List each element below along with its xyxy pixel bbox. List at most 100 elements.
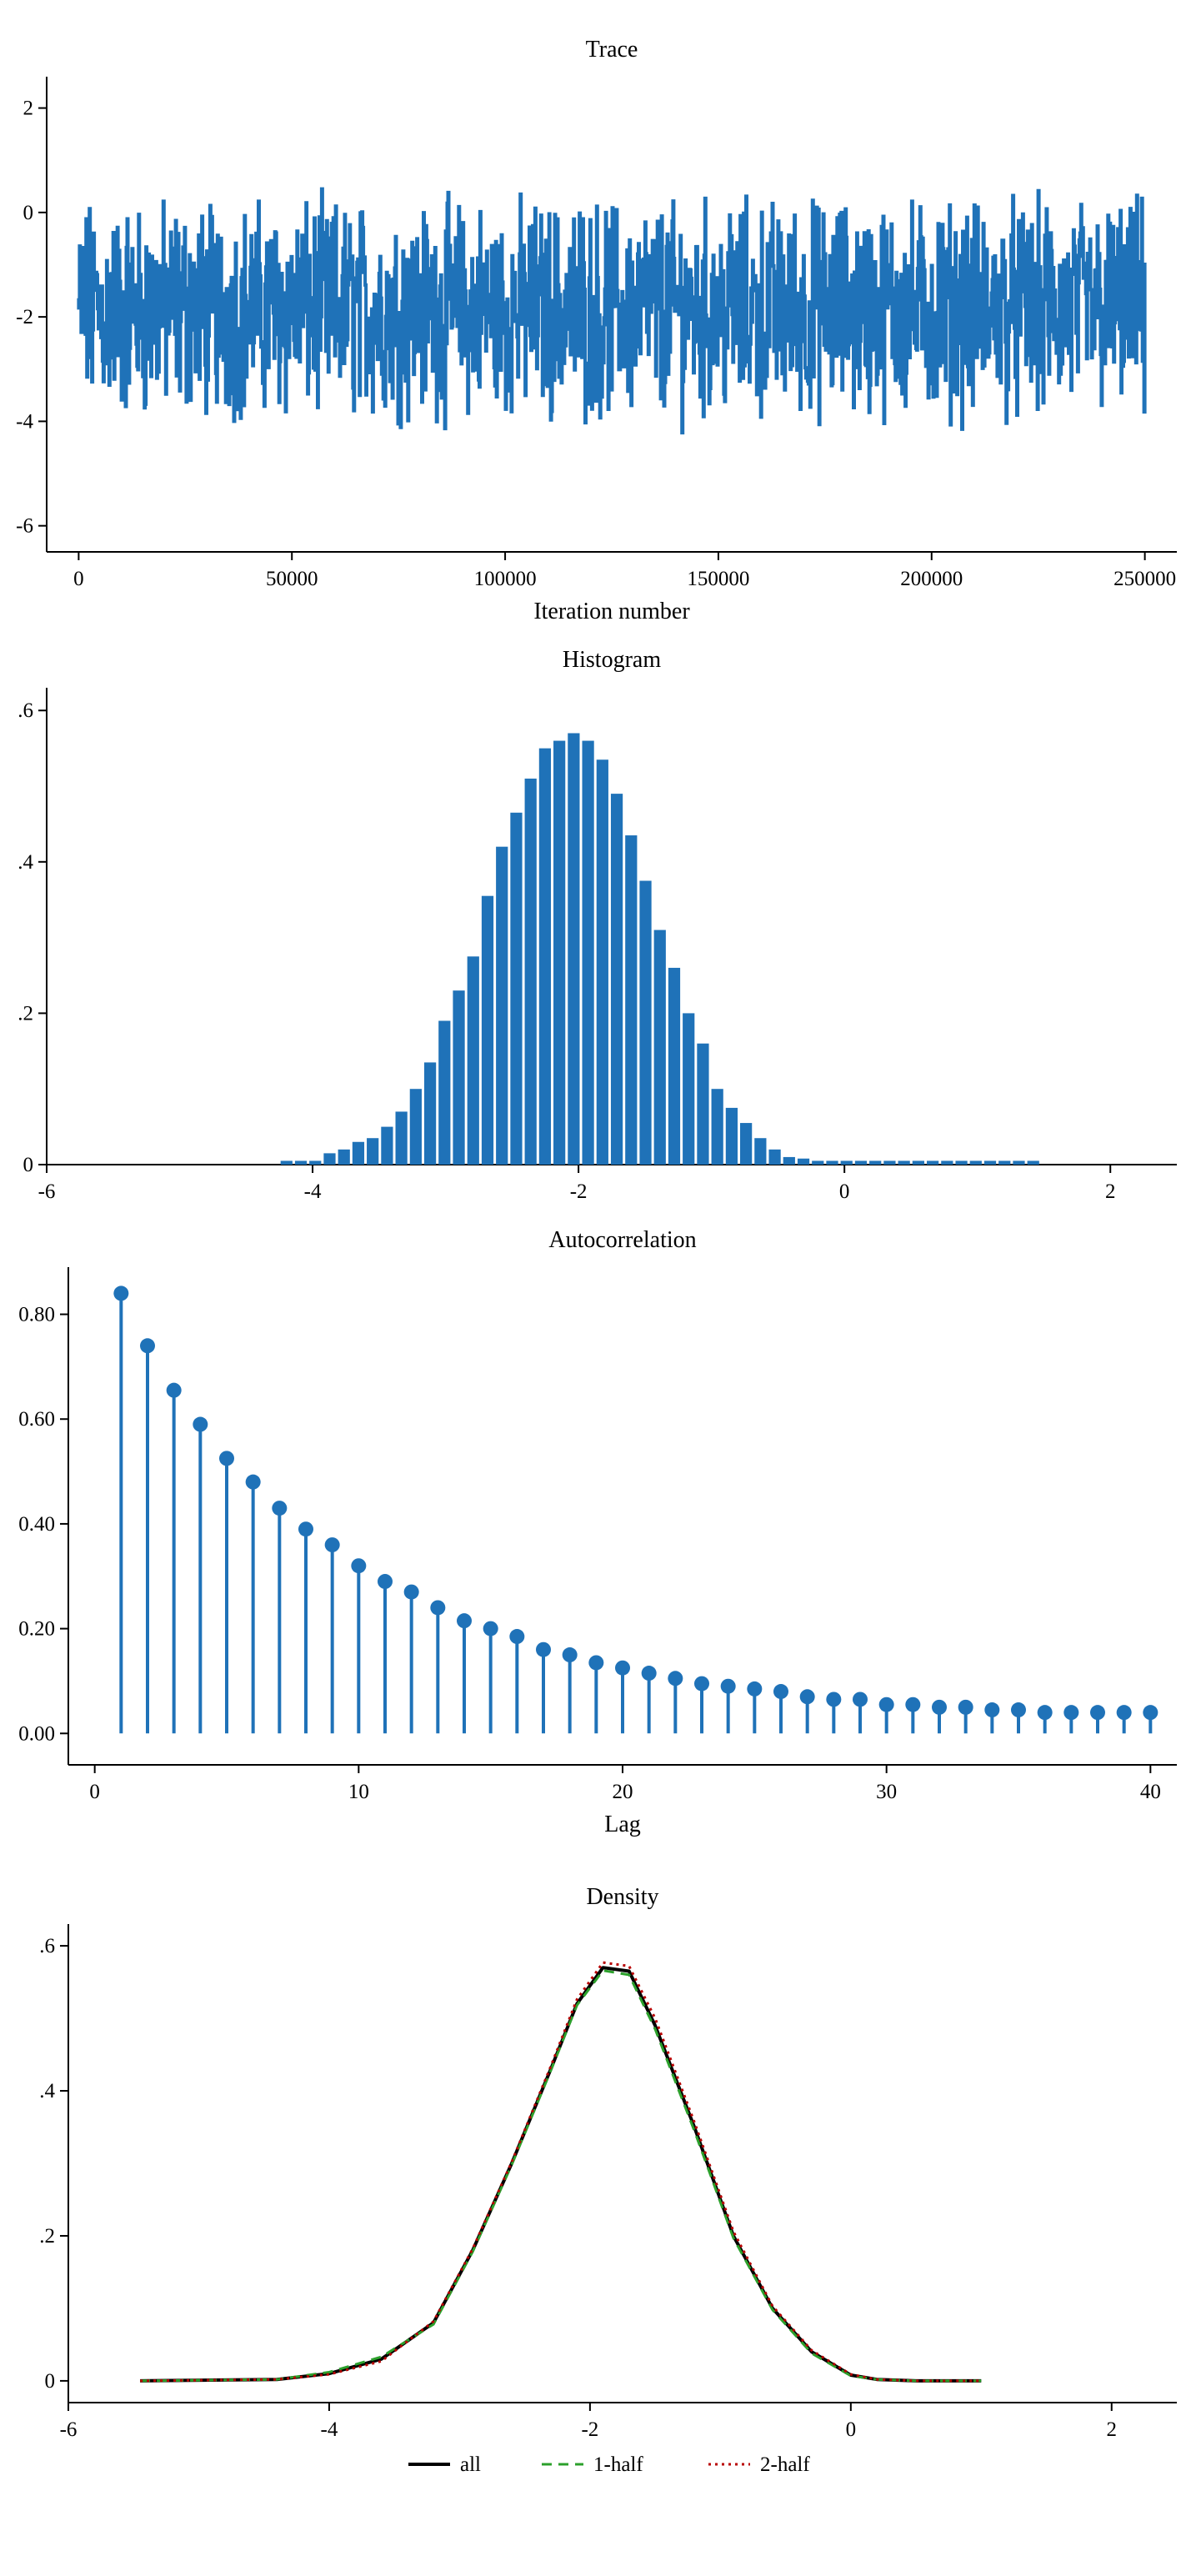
histogram-bar bbox=[883, 1160, 896, 1165]
acf-point bbox=[378, 1574, 393, 1590]
histogram-bar bbox=[740, 1123, 753, 1165]
acf-point bbox=[219, 1451, 234, 1466]
y-tick-label: .4 bbox=[39, 2080, 55, 2102]
x-tick-label: 30 bbox=[876, 1781, 897, 1803]
acf-point bbox=[1037, 1705, 1053, 1721]
x-tick-label: -2 bbox=[581, 2418, 598, 2441]
histogram-bar bbox=[610, 794, 623, 1165]
x-tick-label: 0 bbox=[73, 568, 84, 590]
acf-point bbox=[984, 1702, 1000, 1718]
x-axis-label: Iteration number bbox=[533, 599, 690, 624]
autocorrelation-panel: Autocorrelation 0 10 20 30 40 0.80 0.60 0.40 0.20… bbox=[0, 1217, 1181, 1837]
histogram-bar bbox=[352, 1141, 365, 1165]
histogram-bar bbox=[367, 1138, 379, 1165]
histogram-bar bbox=[395, 1111, 408, 1165]
y-tick-label: 2 bbox=[23, 98, 34, 120]
histogram-bar bbox=[1013, 1160, 1025, 1165]
acf-point bbox=[351, 1558, 367, 1574]
acf-point bbox=[694, 1676, 709, 1691]
histogram-bar bbox=[926, 1160, 939, 1165]
x-tick-label: 20 bbox=[613, 1781, 633, 1803]
histogram-bar bbox=[754, 1138, 767, 1165]
density-chart: Density -6 -4 -2 0 2 .6 .4 .2 0 all 1-half 2-half bbox=[39, 1884, 1177, 2476]
x-tick-label: 40 bbox=[1140, 1781, 1161, 1803]
trace-chart: Trace 0 50000 100000 150000 200000 250000 2 0 -2 -… bbox=[16, 37, 1177, 624]
x-axis-label: Lag bbox=[604, 1812, 641, 1837]
x-tick-label: 250000 bbox=[1113, 568, 1176, 590]
histogram-bar bbox=[797, 1158, 810, 1165]
y-tick-label: .2 bbox=[18, 1002, 33, 1025]
acf-point bbox=[562, 1647, 578, 1663]
x-tick-label: 10 bbox=[348, 1781, 369, 1803]
acf-point bbox=[668, 1671, 683, 1686]
acf-point bbox=[1143, 1705, 1158, 1721]
histogram-bar bbox=[912, 1160, 924, 1165]
x-tick-label: 0 bbox=[846, 2418, 857, 2441]
acf-point bbox=[1011, 1702, 1026, 1718]
chart-title: Trace bbox=[586, 37, 638, 63]
x-tick-label: -2 bbox=[570, 1180, 588, 1203]
acf-point bbox=[113, 1285, 129, 1301]
acf-point bbox=[193, 1416, 208, 1432]
histogram-bar bbox=[1027, 1160, 1039, 1165]
acf-point bbox=[140, 1338, 155, 1354]
x-tick-label: 200000 bbox=[900, 568, 963, 590]
histogram-bar bbox=[768, 1149, 781, 1165]
histogram-bar bbox=[309, 1160, 322, 1165]
y-tick-label: 0.20 bbox=[18, 1618, 55, 1641]
histogram-bar bbox=[625, 835, 638, 1165]
acf-point bbox=[1063, 1705, 1079, 1721]
trace-panel: Trace 0 50000 100000 150000 200000 250000 2 0 -2 -… bbox=[0, 0, 1181, 642]
x-tick-label: 2 bbox=[1107, 2418, 1118, 2441]
histogram-bar bbox=[898, 1160, 910, 1165]
histogram-bar bbox=[697, 1043, 709, 1165]
acf-point bbox=[615, 1660, 630, 1676]
density-line-1-half bbox=[140, 1969, 982, 2383]
y-tick-label: -2 bbox=[16, 306, 33, 328]
acf-point bbox=[773, 1684, 788, 1700]
histogram-bar bbox=[553, 740, 566, 1165]
histogram-bar bbox=[582, 740, 594, 1165]
density-panel: Density -6 -4 -2 0 2 .6 .4 .2 0 all 1-half 2-half bbox=[0, 1834, 1181, 2576]
acf-point bbox=[509, 1629, 525, 1645]
x-tick-label: -4 bbox=[321, 2418, 338, 2441]
histogram-bar bbox=[869, 1160, 882, 1165]
histogram-bar bbox=[826, 1160, 838, 1165]
acf-point bbox=[483, 1621, 498, 1636]
y-tick-label: -6 bbox=[16, 515, 33, 538]
y-tick-label: .2 bbox=[39, 2225, 55, 2248]
histogram-bar bbox=[596, 759, 608, 1165]
x-tick-label: 0 bbox=[839, 1180, 850, 1203]
histogram-chart: Histogram -6 -4 -2 0 2 .6 .4 .2 0 bbox=[18, 647, 1177, 1203]
histogram-bar bbox=[639, 880, 652, 1165]
histogram-bar bbox=[467, 956, 479, 1165]
histogram-bar bbox=[812, 1160, 824, 1165]
x-tick-label: 100000 bbox=[474, 568, 537, 590]
y-tick-label: 0 bbox=[23, 1154, 34, 1176]
x-tick-label: -6 bbox=[38, 1180, 56, 1203]
histogram-bar bbox=[338, 1149, 350, 1165]
histogram-bar bbox=[983, 1160, 997, 1165]
acf-point bbox=[588, 1655, 604, 1671]
histogram-bar bbox=[955, 1160, 968, 1165]
histogram-bar bbox=[969, 1160, 982, 1165]
density-line-2-half bbox=[140, 1961, 982, 2383]
histogram-bar bbox=[840, 1160, 853, 1165]
legend-label: 2-half bbox=[760, 2453, 810, 2476]
histogram-bar bbox=[568, 733, 580, 1165]
acf-point bbox=[641, 1666, 657, 1681]
histogram-bar bbox=[668, 967, 681, 1165]
acf-point bbox=[166, 1382, 182, 1398]
acf-point bbox=[878, 1696, 894, 1712]
y-tick-label: .6 bbox=[39, 1935, 55, 1957]
histogram-bar bbox=[438, 1020, 451, 1165]
acf-point bbox=[457, 1613, 472, 1629]
histogram-bar bbox=[854, 1160, 868, 1165]
acf-point bbox=[1090, 1705, 1105, 1721]
histogram-panel: Histogram -6 -4 -2 0 2 .6 .4 .2 0 bbox=[0, 642, 1181, 1217]
histogram-bar bbox=[725, 1107, 738, 1165]
acf-point bbox=[324, 1537, 340, 1553]
y-tick-label: -4 bbox=[16, 410, 33, 433]
histogram-bar bbox=[481, 895, 494, 1165]
y-tick-label: 0.40 bbox=[18, 1513, 55, 1536]
